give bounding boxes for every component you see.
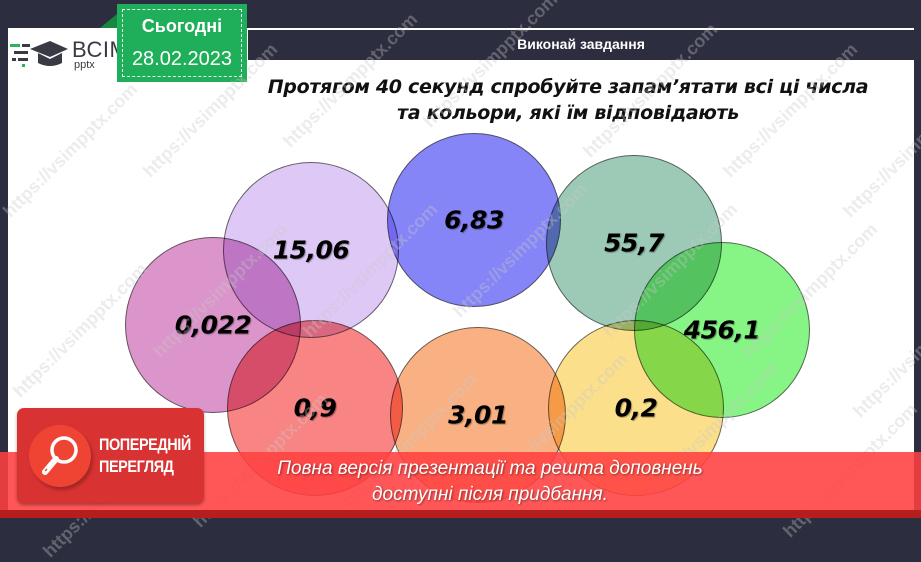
circle-number: 15,06 <box>272 235 350 265</box>
preview-badge[interactable]: ПОПЕРЕДНІЙ ПЕРЕГЛЯД <box>17 408 204 503</box>
instruction-text: Протягом 40 секунд спробуйте запамʼятати… <box>258 74 878 126</box>
date-value: 28.02.2023 <box>131 48 233 70</box>
logo-sub: pptx <box>74 59 95 71</box>
date-label: Сьогодні <box>141 16 223 36</box>
circle-number: 456,1 <box>683 315 761 345</box>
right-frame <box>914 0 921 518</box>
instruction-line-2: та кольори, які їм відповідають <box>397 102 739 124</box>
circle-number: 0,022 <box>174 310 252 340</box>
number-circle <box>387 133 561 307</box>
preview-line-1: ПОПЕРЕДНІЙ <box>99 435 191 454</box>
circle-number: 6,83 <box>444 205 504 235</box>
preview-line-2: ПЕРЕГЛЯД <box>99 457 174 476</box>
graduation-cap-icon <box>10 41 68 67</box>
banner-text: Повна версія презентації та решта доповн… <box>230 456 750 508</box>
date-badge: Сьогодні 28.02.2023 <box>117 4 247 82</box>
circle-number: 0,9 <box>293 393 337 423</box>
banner-line-2: доступні після придбання. <box>372 484 608 505</box>
header-title: Виконай завдання <box>517 36 645 52</box>
circle-number: 3,01 <box>448 400 508 430</box>
circle-number: 55,7 <box>604 228 664 258</box>
magnifier-icon <box>29 425 91 487</box>
left-frame <box>0 0 8 518</box>
date-badge-fold <box>100 14 117 28</box>
circle-number: 0,2 <box>614 393 658 423</box>
banner-line-1: Повна версія презентації та решта доповн… <box>277 458 703 479</box>
preview-label: ПОПЕРЕДНІЙ ПЕРЕГЛЯД <box>99 434 191 478</box>
date-badge-border <box>122 9 242 77</box>
banner-bottom-edge <box>0 510 921 518</box>
brand-logo: ВСІМ pptx <box>8 33 128 73</box>
instruction-line-1: Протягом 40 секунд спробуйте запамʼятати… <box>267 76 869 98</box>
header-bar: Виконай завдання <box>248 28 914 60</box>
